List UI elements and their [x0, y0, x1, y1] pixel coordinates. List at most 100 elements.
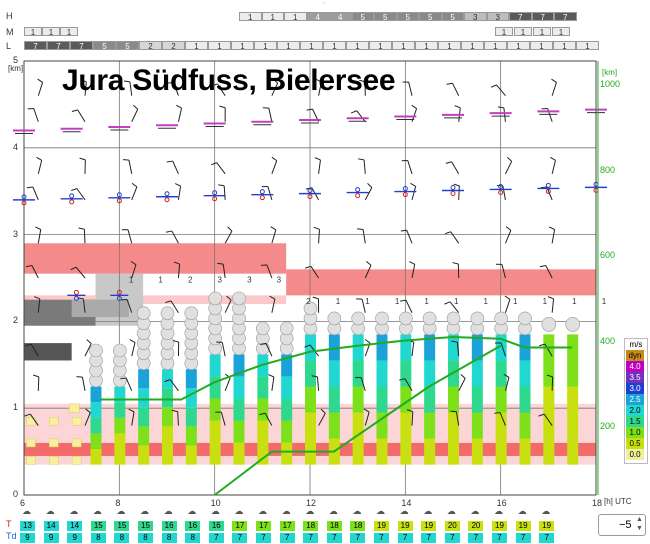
cumulus-ball — [279, 321, 294, 336]
spinner-down-icon[interactable]: ▼ — [636, 525, 643, 532]
wind-barb-flag — [132, 104, 139, 110]
right-axis-tick: 1000 — [600, 79, 621, 90]
wind-barb — [131, 186, 138, 201]
weather-cloud-icon: ☁ — [352, 507, 361, 517]
wind-barb — [76, 188, 86, 201]
cloud-cell: 1 — [507, 41, 530, 51]
dewpoint-cell: 8 — [138, 533, 153, 543]
wind-barb — [406, 230, 413, 244]
dewpoint-cell: 7 — [350, 533, 366, 543]
wind-barb — [551, 229, 556, 244]
wind-column-segment — [376, 438, 388, 465]
dewpoint-cell: 7 — [326, 533, 342, 543]
wind-barb-flag — [37, 78, 43, 83]
cloud-column-label: 1 — [454, 297, 459, 306]
wind-column-segment — [352, 438, 364, 465]
temperature-marker — [164, 197, 170, 203]
wind-column-segment — [90, 433, 102, 449]
wind-barb-flag — [218, 184, 225, 187]
dewpoint-cell: 8 — [161, 533, 177, 543]
wind-barb-flag — [366, 261, 372, 266]
cloud-row-label-low: L — [6, 41, 12, 51]
legend-item: 0.5 — [626, 438, 644, 449]
wind-barb-flag — [260, 264, 267, 266]
wind-barb-flag — [26, 186, 33, 189]
cumulus-ball — [541, 317, 557, 332]
legend-item: 3.5 — [626, 372, 644, 383]
wind-barb — [32, 186, 39, 201]
wind-barb — [408, 82, 413, 96]
cloud-cell: 5 — [116, 41, 139, 51]
wind-column-segment — [567, 360, 579, 387]
cloud-cell: 1 — [552, 27, 570, 37]
cloud-cell: 2 — [139, 41, 162, 51]
weather-cloud-icon: ☁ — [211, 507, 220, 517]
wind-column-segment — [138, 388, 150, 408]
wind-barb — [360, 377, 366, 391]
wind-barb — [458, 185, 460, 200]
wind-barb-flag — [259, 412, 266, 416]
cloud-cell: 5 — [441, 12, 464, 22]
wind-column-segment — [567, 334, 579, 361]
legend-item: 1.0 — [626, 427, 644, 438]
cloud-column-label: 2 — [188, 275, 193, 284]
wind-column-segment — [543, 360, 555, 387]
cloud-cell: 1 — [346, 41, 369, 51]
wind-barb-flag — [494, 412, 501, 414]
temperature-marker — [73, 289, 79, 295]
wind-barb-flag — [546, 374, 553, 378]
wind-barb-flag — [128, 408, 135, 413]
wind-column-segment — [400, 334, 412, 361]
wind-barb — [126, 299, 133, 313]
wind-barb-flag — [538, 413, 545, 417]
wind-column-segment — [448, 438, 459, 465]
cloud-cell: 1 — [323, 41, 346, 51]
wind-barb-flag — [363, 408, 370, 413]
wind-column-segment — [257, 442, 269, 465]
wind-barb — [169, 379, 179, 392]
cumulus-ball — [351, 311, 365, 326]
wind-barb — [310, 266, 319, 279]
cloud-column-label: 3 — [277, 275, 282, 284]
left-axis-tick: 2 — [13, 315, 19, 326]
wind-barb — [551, 160, 557, 174]
wind-barb-flag — [164, 379, 171, 383]
wind-barb — [75, 266, 86, 279]
temperature-marker — [355, 193, 361, 199]
cloud-cell: 4 — [306, 12, 329, 22]
temperature-marker — [545, 188, 551, 194]
scroll-handle-icon[interactable]: ◦ — [323, 0, 326, 7]
wind-column-segment — [543, 386, 555, 413]
weather-cloud-icon: ☁ — [282, 507, 291, 517]
wind-barb-flag — [272, 78, 278, 84]
dewpoint-cell: 8 — [114, 533, 130, 543]
temperature-marker — [212, 196, 218, 202]
wind-barb-flag — [453, 183, 460, 187]
wind-column-segment — [543, 438, 555, 465]
wind-barb-flag — [551, 78, 557, 83]
wind-barb-flag — [217, 262, 224, 265]
spinner-up-icon[interactable]: ▲ — [636, 516, 643, 523]
wind-barb — [318, 81, 322, 96]
wind-barb-flag — [25, 265, 33, 268]
cloud-cell: 1 — [369, 41, 392, 51]
wind-barb — [500, 342, 506, 357]
legend-item: 4.0 — [626, 361, 644, 372]
wind-column-segment — [281, 354, 293, 377]
wind-column-segment — [352, 334, 364, 361]
offset-spinner[interactable]: −5 ▲ ▼ — [598, 514, 646, 536]
weather-cloud-icon: ☁ — [258, 507, 267, 517]
cloud-cell: 7 — [554, 12, 577, 22]
wind-column-segment — [424, 412, 436, 439]
dewpoint-marker — [21, 194, 27, 200]
cumulus-ball — [399, 311, 413, 326]
cumulus-ball — [494, 311, 508, 326]
wind-barb — [216, 162, 226, 175]
wind-barb-flag — [211, 83, 218, 87]
temperature-cell: 17 — [279, 521, 295, 531]
wind-column-segment — [448, 412, 459, 439]
wind-barb — [504, 230, 512, 244]
wind-barb-flag — [24, 413, 31, 417]
